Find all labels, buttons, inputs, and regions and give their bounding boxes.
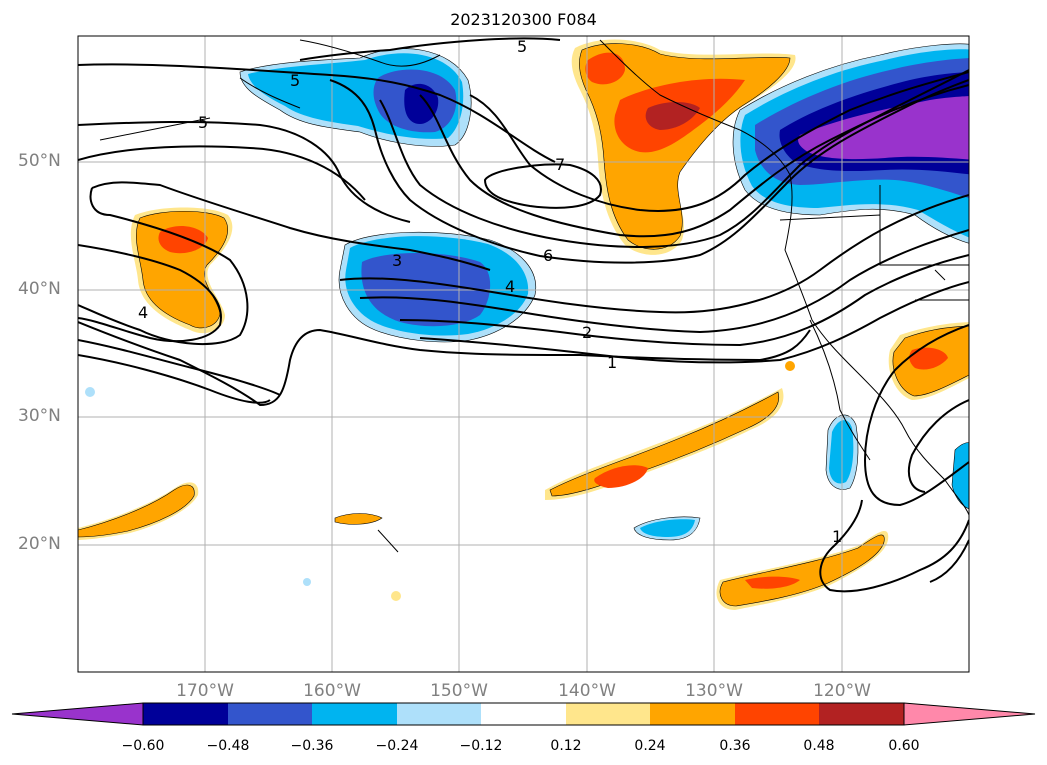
map-plot-area: 5 5 5 7 6 3 4 4 2 1 1 <box>78 36 969 672</box>
shading-layer <box>78 39 969 610</box>
contour-label: 4 <box>505 277 515 296</box>
coastlines <box>99 39 969 553</box>
lat-label-30n: 30°N <box>18 406 61 426</box>
lat-label-20n: 20°N <box>18 534 61 554</box>
contour-label: 7 <box>555 155 565 174</box>
lat-label-40n: 40°N <box>18 279 61 299</box>
colorbar-tick: −0.48 <box>206 738 250 754</box>
contour-label: 3 <box>392 251 402 270</box>
contours <box>78 37 969 593</box>
lat-label-50n: 50°N <box>18 151 61 171</box>
colorbar-tick: 0.48 <box>803 738 835 754</box>
contour-labels: 5 5 5 7 6 3 4 4 2 1 1 <box>138 37 842 546</box>
lon-label-170w: 170°W <box>176 681 234 701</box>
contour-label: 5 <box>290 71 300 90</box>
colorbar-tick: −0.24 <box>375 738 419 754</box>
lon-label-140w: 140°W <box>558 681 616 701</box>
contour-label: 2 <box>582 323 592 342</box>
contour-label: 1 <box>607 353 617 372</box>
colorbar-tick: −0.60 <box>121 738 165 754</box>
colorbar-tick: −0.12 <box>459 738 503 754</box>
colorbar-tick: −0.36 <box>290 738 334 754</box>
colorbar-tick: 0.36 <box>719 738 751 754</box>
colorbar-tick: 0.60 <box>888 738 920 754</box>
lon-label-120w: 120°W <box>813 681 871 701</box>
contour-label: 5 <box>198 113 208 132</box>
colorbar <box>11 702 1036 726</box>
contour-label: 1 <box>832 527 842 546</box>
contour-label: 4 <box>138 303 148 322</box>
graticule <box>78 36 969 672</box>
lon-label-150w: 150°W <box>430 681 488 701</box>
contour-label: 6 <box>543 246 553 265</box>
lon-label-130w: 130°W <box>685 681 743 701</box>
contour-label: 5 <box>517 37 527 56</box>
map-title: 2023120300 F084 <box>450 10 597 29</box>
plot-frame <box>77 35 970 673</box>
colorbar-tick: 0.24 <box>634 738 666 754</box>
colorbar-tick: 0.12 <box>550 738 582 754</box>
lon-label-160w: 160°W <box>303 681 361 701</box>
